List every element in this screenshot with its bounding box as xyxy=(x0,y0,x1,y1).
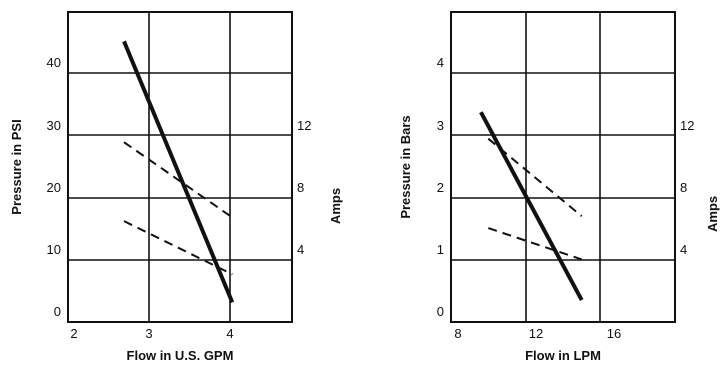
y-tick-label: 0 xyxy=(437,304,444,319)
x-tick-label: 16 xyxy=(607,326,621,341)
y2-tick-label: 8 xyxy=(680,180,687,195)
y-tick-label: 30 xyxy=(47,118,61,133)
y-tick-label: 20 xyxy=(47,180,61,195)
y-tick-label: 1 xyxy=(437,242,444,257)
y2-tick-label: 4 xyxy=(297,242,304,257)
x-tick-label: 12 xyxy=(529,326,543,341)
y2-tick-label: 12 xyxy=(297,118,311,133)
y-tick-label: 10 xyxy=(47,242,61,257)
y-tick-label: 3 xyxy=(437,118,444,133)
series-line-dashed xyxy=(487,137,583,217)
y2-tick-label: 12 xyxy=(680,118,694,133)
series-line-dashed xyxy=(123,141,233,219)
x-tick-label: 8 xyxy=(454,326,461,341)
y-axis-title: Pressure in Bars xyxy=(398,115,413,218)
x-tick-label: 4 xyxy=(226,326,233,341)
series-line-dashed xyxy=(123,220,233,276)
series-line-solid xyxy=(122,40,235,304)
x-tick-label: 3 xyxy=(145,326,152,341)
y2-axis-title: Amps xyxy=(705,196,720,232)
x-axis-title: Flow in LPM xyxy=(525,348,601,363)
y-tick-label: 40 xyxy=(47,55,61,70)
plot-frame xyxy=(67,11,293,323)
y2-tick-label: 8 xyxy=(297,180,304,195)
series-line-solid xyxy=(479,111,584,302)
y2-tick-label: 4 xyxy=(680,242,687,257)
chart-us-units: 2 3 4 0 10 20 30 40 4 8 12 Flow in U.S. … xyxy=(9,11,343,363)
chart-metric-units: 8 12 16 0 1 2 3 4 4 8 12 Flow in LPM Pre… xyxy=(398,11,720,363)
y-tick-label: 2 xyxy=(437,180,444,195)
x-axis-title: Flow in U.S. GPM xyxy=(127,348,234,363)
x-tick-label: 2 xyxy=(70,326,77,341)
y-tick-label: 0 xyxy=(54,304,61,319)
y-axis-title: Pressure in PSI xyxy=(9,119,24,214)
series-line-dashed xyxy=(487,227,583,261)
plot-frame xyxy=(450,11,676,323)
y-tick-label: 4 xyxy=(437,55,444,70)
y2-axis-title: Amps xyxy=(328,188,343,224)
